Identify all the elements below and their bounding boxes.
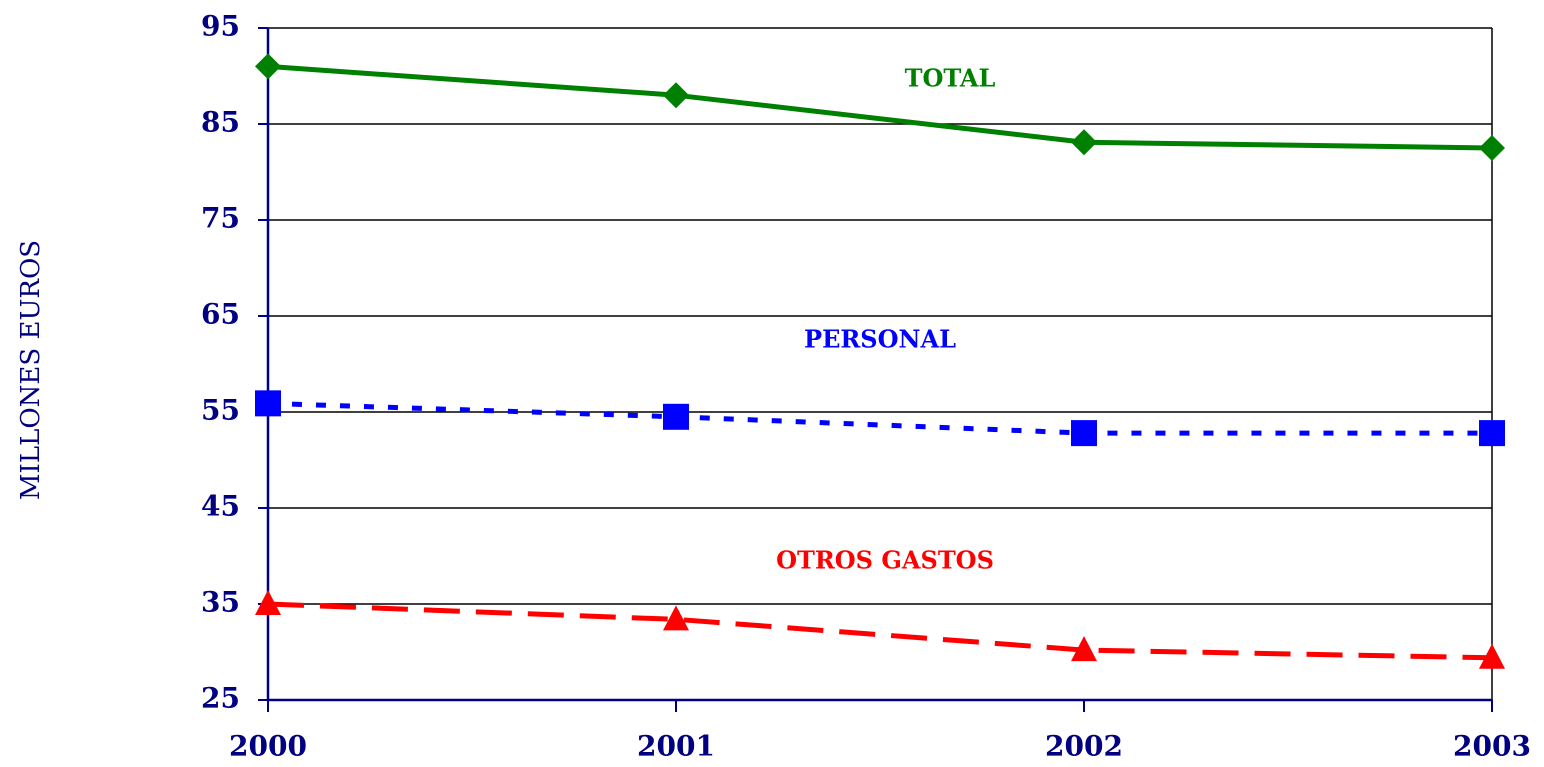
series-line — [267, 400, 1492, 436]
y-tick-label: 85 — [201, 106, 240, 139]
marker — [1071, 420, 1097, 447]
series-label: PERSONAL — [804, 325, 956, 354]
series-label: TOTAL — [905, 64, 996, 93]
marker — [255, 590, 281, 615]
x-tick-label: 2002 — [1045, 730, 1123, 763]
y-tick-label: 55 — [201, 394, 240, 427]
marker — [1479, 135, 1505, 161]
y-tick-label: 35 — [201, 586, 240, 619]
x-tick-label: 2000 — [229, 730, 307, 763]
marker — [255, 53, 281, 80]
marker — [663, 403, 689, 430]
marker — [1071, 636, 1097, 662]
marker — [663, 605, 689, 631]
y-tick-label: 45 — [201, 490, 240, 523]
x-tick-label: 2003 — [1453, 730, 1531, 763]
y-tick-label: 75 — [201, 202, 240, 235]
series-line — [267, 63, 1493, 151]
marker — [255, 390, 281, 417]
y-tick-label: 65 — [201, 298, 240, 331]
marker — [1479, 643, 1505, 669]
x-tick-label: 2001 — [637, 730, 715, 763]
y-tick-label: 95 — [201, 10, 240, 43]
marker — [1479, 420, 1505, 447]
series-line — [267, 601, 1493, 661]
y-axis-label: MILLONES EUROS — [16, 240, 46, 500]
marker — [663, 82, 689, 109]
marker — [1071, 129, 1097, 156]
y-tick-label: 25 — [201, 682, 240, 715]
series-label: OTROS GASTOS — [776, 546, 994, 575]
